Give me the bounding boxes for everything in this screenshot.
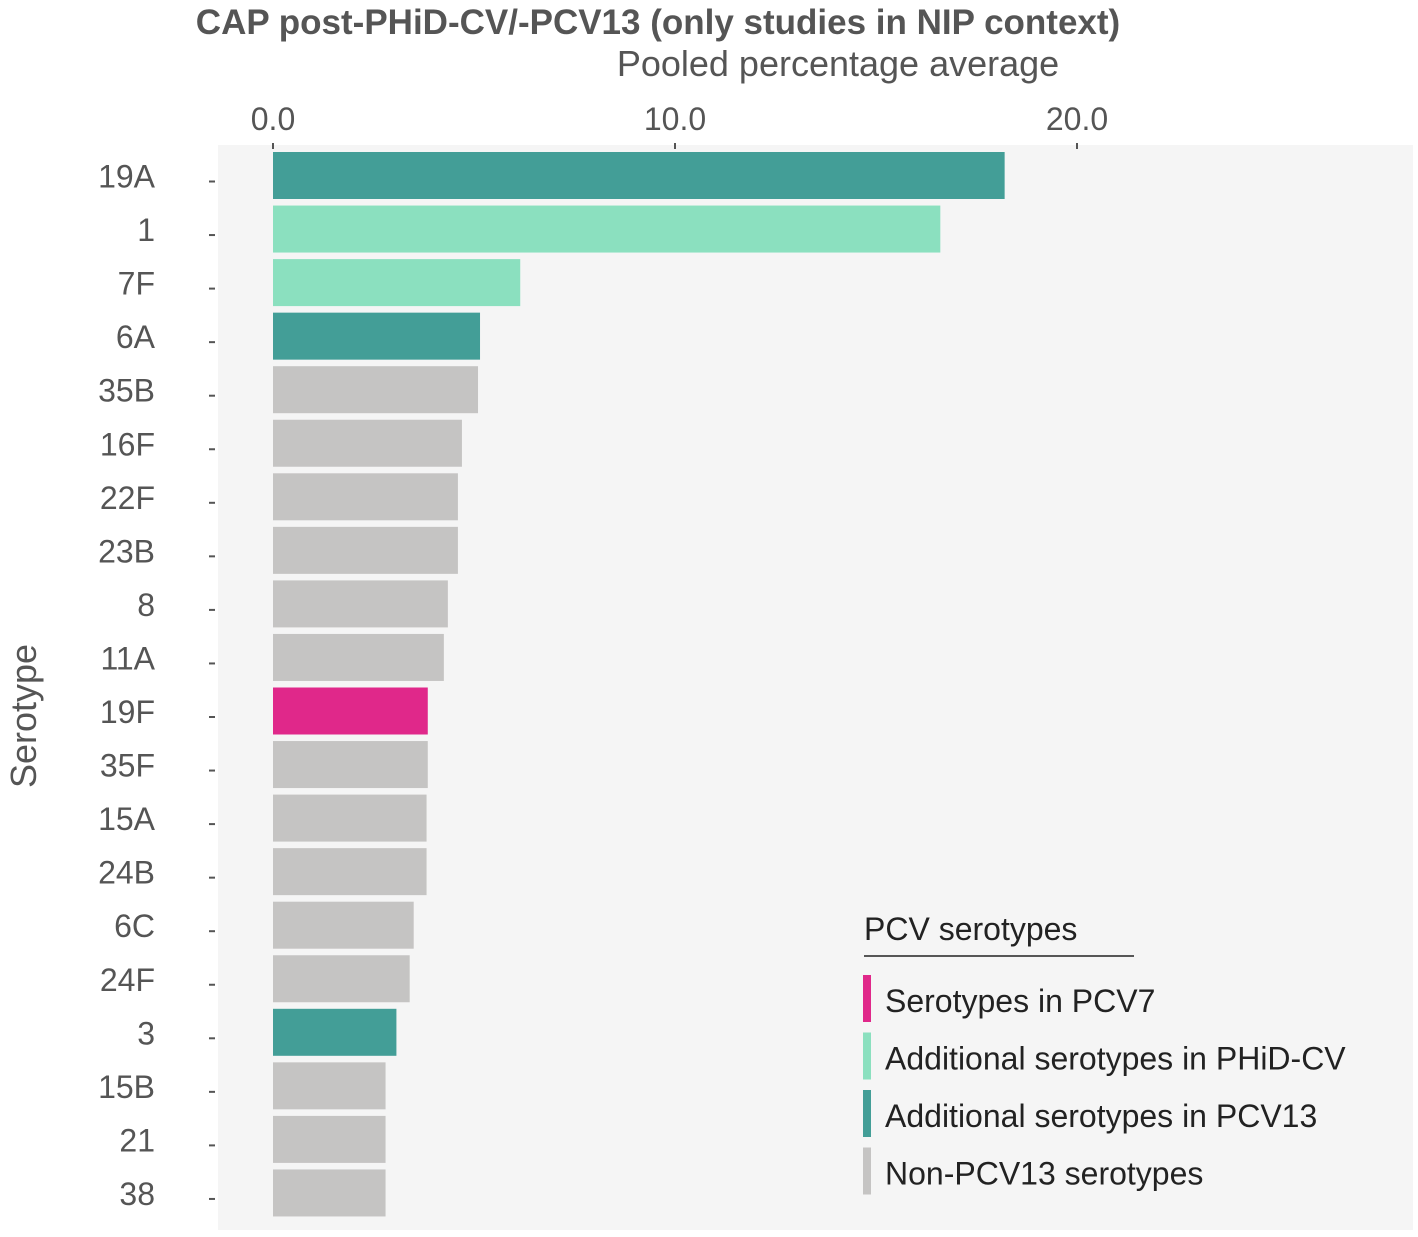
bar-19F (273, 687, 428, 735)
y-tick-label: 15A (98, 801, 156, 837)
bar-3 (273, 1008, 397, 1056)
bar-6A (273, 312, 481, 360)
y-tick-label: 21 (119, 1122, 155, 1158)
bar-24B (273, 848, 427, 896)
legend-label: Additional serotypes in PHiD-CV (885, 1041, 1346, 1077)
legend-swatch (863, 1032, 871, 1080)
y-tick-label: 3 (137, 1015, 155, 1051)
y-tick-label: 6C (114, 908, 155, 944)
bar-35F (273, 741, 428, 789)
x-axis: 0.0 10.0 20.0 (251, 101, 1108, 149)
legend-label: Additional serotypes in PCV13 (885, 1098, 1317, 1134)
y-tick-label: 35B (98, 373, 155, 409)
y-tick-label: 19A (98, 159, 156, 195)
legend-swatch (863, 1090, 871, 1137)
chart-title: CAP post-PHiD-CV/-PCV13 (only studies in… (196, 3, 1120, 42)
y-tick-label: 22F (100, 480, 155, 516)
y-tick-label: 23B (98, 533, 155, 569)
bar-35B (273, 366, 479, 414)
y-tick-label: 7F (118, 266, 155, 302)
bar-22F (273, 473, 458, 521)
bars (273, 152, 1005, 1217)
x-tick-label: 0.0 (251, 101, 295, 137)
x-tick-label: 10.0 (644, 101, 706, 137)
y-tick-label: 38 (119, 1176, 155, 1212)
x-tick-label: 20.0 (1046, 101, 1108, 137)
y-tick-label: 1 (137, 212, 155, 248)
y-tick-label: 11A (100, 640, 155, 676)
legend-title: PCV serotypes (864, 911, 1077, 947)
y-tick-label: 19F (100, 694, 155, 730)
bar-23B (273, 526, 458, 574)
y-axis: 19A 1 7F 6A 35B 16F 22F 23B 8 11A 19F 35F 15A 24B 6C 24… (98, 159, 215, 1212)
bar-21 (273, 1115, 386, 1163)
y-tick-label: 35F (100, 748, 155, 784)
y-axis-title: Serotype (3, 644, 44, 788)
y-tick-label: 6A (116, 319, 156, 355)
x-axis-title: Pooled percentage average (617, 43, 1059, 84)
bar-38 (273, 1169, 386, 1217)
y-tick-label: 24F (100, 962, 155, 998)
bar-15A (273, 794, 427, 842)
legend: PCV serotypes Serotypes in PCV7 Additiona… (863, 911, 1346, 1195)
bar-11A (273, 633, 444, 681)
bar-8 (273, 580, 448, 628)
bar-15B (273, 1062, 386, 1110)
bar-6C (273, 901, 414, 949)
bar-7F (273, 259, 521, 307)
legend-swatch (863, 1147, 871, 1195)
y-tick-label: 8 (137, 587, 155, 623)
legend-entries: Serotypes in PCV7 Additional serotypes in… (863, 975, 1346, 1195)
bar-19A (273, 152, 1005, 199)
bar-16F (273, 419, 462, 467)
bar-1 (273, 205, 941, 253)
y-tick-label: 24B (98, 855, 155, 891)
legend-label: Non-PCV13 serotypes (885, 1156, 1203, 1192)
legend-swatch (863, 975, 871, 1022)
y-tick-label: 16F (100, 426, 155, 462)
legend-label: Serotypes in PCV7 (885, 983, 1155, 1019)
y-tick-label: 15B (98, 1069, 155, 1105)
bar-24F (273, 955, 410, 1003)
